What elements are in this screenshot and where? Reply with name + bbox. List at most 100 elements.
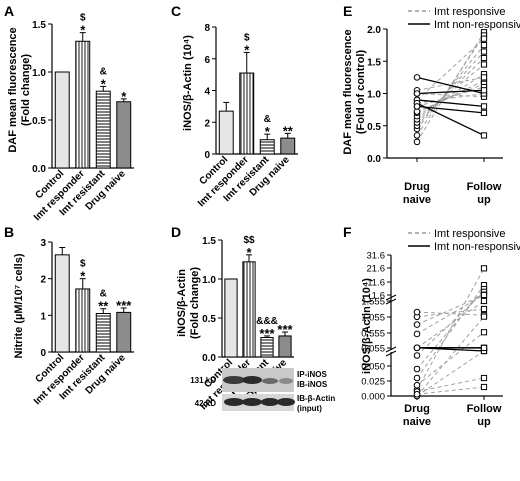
panel-e-responsive-line — [416, 57, 485, 123]
panel-c-significance-mark: $ — [244, 32, 250, 43]
panel-f-responsive-line — [416, 294, 485, 335]
panel-d: iNOS/β-Actin (Fold change) 0.00.51.01.5C… — [176, 235, 335, 413]
panel-d-bar — [224, 278, 238, 358]
panel-f-point-drug-naive — [413, 344, 421, 352]
panel-f-axis-break-lower — [385, 346, 397, 357]
panel-a-significance-mark: $ — [80, 13, 86, 24]
panel-a-significance-mark: & — [100, 66, 107, 77]
blot-band-iNOS-resistant — [262, 378, 278, 384]
blot-row2-label-1: IB-β-Actin — [297, 394, 335, 403]
panel-d-y-tick-label: 1.5 — [202, 236, 216, 247]
panel-f-point-follow-up — [480, 305, 488, 313]
panel-e-point-drug-naive — [413, 74, 421, 81]
panel-c-y-tick-label: 0 — [204, 150, 210, 161]
panel-f-point-follow-up — [480, 383, 488, 391]
panel-e-point-follow-up — [480, 132, 488, 139]
panel-f-responsive-line — [416, 316, 485, 397]
panel-e-point-follow-up — [480, 109, 488, 116]
panel-f-point-drug-naive — [413, 321, 421, 328]
panel-f-y-tick-label: 1.055 — [361, 313, 385, 324]
panel-f-point-drug-naive — [413, 381, 421, 389]
panel-b-bar — [75, 288, 91, 353]
panel-e-non-responsive-line — [416, 102, 485, 137]
blot-band-actin-resistant — [261, 398, 279, 406]
panel-e-non-responsive-line — [416, 105, 485, 114]
panel-e-ylabel-1: DAF mean fluorescence — [342, 29, 354, 154]
panel-a-bar — [95, 90, 111, 169]
panel-c-significance-mark: ** — [283, 123, 294, 138]
blot-band-iNOS-responder — [242, 376, 262, 384]
panel-b-y-tick-label: 0 — [40, 348, 46, 359]
panel-e-y-tick-label: 0.5 — [367, 122, 381, 133]
panel-f-y-tick-label: 0.050 — [361, 362, 385, 373]
panel-e-responsive-line — [416, 80, 485, 114]
panel-f-responsive-line — [416, 308, 485, 318]
panel-e-responsive-line — [416, 93, 485, 104]
blot-row2-label-2: (input) — [297, 404, 322, 413]
panel-e-point-follow-up — [480, 42, 488, 49]
panel-e-point-follow-up — [480, 48, 488, 55]
panel-b-significance-mark: * — [80, 269, 86, 284]
panel-e-non-responsive-line — [416, 89, 485, 95]
panel-e-x-label-up: up — [477, 194, 491, 206]
blot-band-actin-naive — [277, 398, 295, 406]
blot-row2-kd: 42 kD — [195, 399, 217, 408]
panel-f-point-drug-naive — [413, 330, 421, 338]
panel-b-bar — [54, 254, 70, 353]
blot-band-actin-responder — [242, 398, 262, 406]
panel-a-y-tick-label: 0.0 — [32, 164, 46, 175]
panel-e-responsive-line — [416, 83, 485, 113]
panel-f-responsive-line — [416, 331, 485, 386]
panel-a-bar — [116, 101, 132, 169]
panel-f-point-drug-naive — [413, 365, 421, 373]
panel-e-y-tick-label: 1.0 — [367, 90, 381, 101]
panel-c-bar — [259, 139, 275, 155]
panel-c-y-tick-label: 6 — [204, 55, 210, 66]
panel-c-significance-mark: * — [265, 124, 271, 139]
panel-e-responsive-line — [416, 73, 485, 117]
panel-f-x-label-follow: Follow — [467, 403, 502, 415]
panel-e-point-drug-naive — [413, 90, 421, 97]
blot-band-iNOS-control — [223, 376, 245, 384]
panel-e-point-follow-up — [480, 54, 488, 62]
panel-e-responsive-line — [416, 51, 485, 127]
panel-b-ylabel-1: Nitrite (µM/10⁷ cells) — [13, 253, 25, 358]
panel-f-responsive-line — [416, 284, 485, 379]
panel-f-point-drug-naive — [413, 374, 421, 382]
panel-f-point-drug-naive — [413, 352, 421, 359]
panel-e-x-label-drug: Drug — [404, 181, 430, 193]
panel-e-point-follow-up — [480, 61, 488, 68]
panel-a-y-tick-label: 1.0 — [32, 68, 46, 79]
panel-f-point-drug-naive — [413, 308, 421, 316]
panel-f-responsive-line — [416, 294, 485, 326]
panel-a: DAF mean fluorescence (Fold change) 0.0 0… — [7, 13, 134, 223]
blot-row1-kd: 131 kD — [190, 376, 216, 385]
panel-f-y-tick-label: 0.555 — [361, 329, 385, 340]
panel-f-legend-label-non-responsive: Imt non-responsive — [434, 241, 520, 253]
panel-f-y-tick-label: 11.6 — [367, 278, 385, 289]
panel-e-point-follow-up — [480, 103, 488, 110]
panel-c-ylabel-1: iNOS/β-Actin (10⁴) — [182, 35, 194, 131]
panel-b-y-tick-label: 1 — [40, 311, 46, 322]
panel-letter-d: D — [171, 224, 181, 240]
panel-f-responsive-line — [416, 300, 485, 349]
panel-d-significance-mark: *** — [277, 322, 293, 337]
panel-e-responsive-line — [416, 31, 485, 143]
panel-e-x-label-follow: Follow — [467, 181, 502, 193]
panel-f-y-tick-label: 0.000 — [361, 392, 385, 403]
panel-b-bar — [95, 313, 111, 353]
panel-letter-c: C — [171, 3, 181, 19]
panel-c-significance-mark: * — [244, 42, 250, 57]
panel-f-point-drug-naive — [413, 390, 421, 398]
panel-a-significance-mark: * — [101, 76, 107, 91]
panel-f-point-follow-up — [480, 265, 488, 272]
panel-b-significance-mark: ** — [98, 299, 109, 314]
panel-b-bar — [116, 311, 132, 353]
panel-c-significance-mark: & — [264, 114, 271, 125]
panel-d-ylabel-2: (Fold change) — [189, 267, 201, 339]
panel-a-bar — [54, 71, 70, 169]
